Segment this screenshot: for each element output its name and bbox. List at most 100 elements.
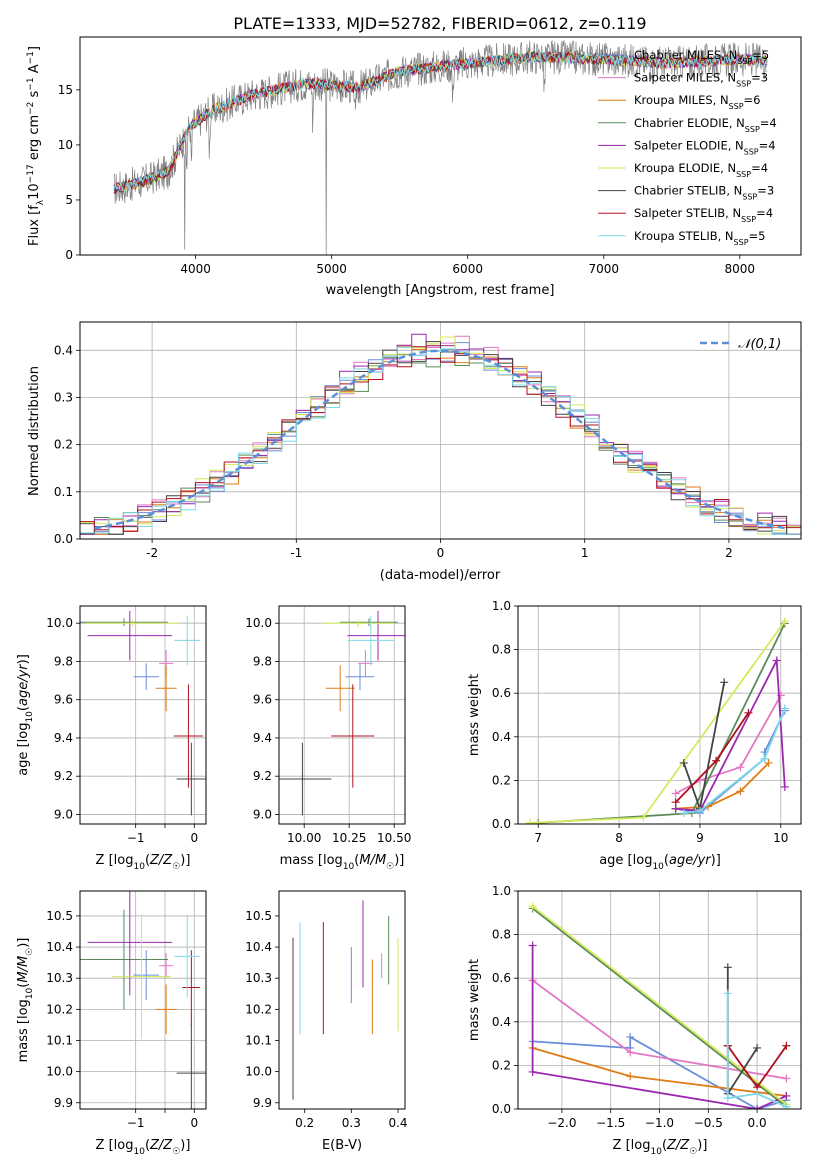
spectrum-ytick-label: 15: [58, 83, 73, 97]
weight-marker: [626, 1033, 635, 1042]
weight-marker: [772, 656, 781, 665]
mass-vs-z-ylabel: mass [log10(M/M☉)]: [16, 938, 35, 1063]
weight-marker: [639, 813, 648, 822]
residuals-ytick-label: 0.3: [54, 390, 73, 404]
weight-marker: [760, 754, 769, 763]
weight-marker: [720, 678, 729, 687]
weight-marker: [753, 1089, 762, 1098]
mass_vs_Z-ytick-label: 10.2: [46, 1002, 73, 1016]
mass_vs_Z-ytick-label: 10.1: [46, 1033, 73, 1047]
age_vs_mass-xtick-label: 10.25: [332, 831, 366, 845]
age-vs-mass-plot-body: 10.00 10.25 10.50 9.0 9.2 9.4 9.6 9.8 10.0: [245, 606, 411, 845]
age_vs_mass-ytick-label: 10.0: [245, 616, 272, 630]
spectrum-xtick-label: 4000: [180, 262, 211, 276]
weight-marker: [736, 787, 745, 796]
weight_vs_Z-xtick-label: −1.0: [645, 1116, 674, 1130]
mass-vs-z-panel: −1 0 9.9 10.0 10.1 10.2 10.3 10.4 10.5 Z [log10(…: [16, 890, 207, 1157]
weight-series-line: [675, 657, 786, 812]
weight_vs_age-ytick-label: 0.0: [492, 817, 511, 831]
residuals-ytick-label: 0.0: [54, 532, 73, 546]
spectrum-xtick-label: 8000: [725, 262, 756, 276]
mass_vs_ebv-marks: [292, 900, 399, 1100]
normal-distribution-curve: [94, 349, 787, 530]
weight-vs-z-panel: −2.0 −1.5 −1.0 −0.5 0.0 0.0 0.2 0.4 0.6 0.8 1.0 Z …: [467, 884, 802, 1157]
weight_vs_Z-ytick-label: 0.0: [492, 1102, 511, 1116]
weight-marker: [753, 1043, 762, 1052]
weight_vs_Z-xtick-label: −2.0: [547, 1116, 576, 1130]
mass_vs_Z-marks: [80, 891, 206, 1109]
weight-vs-z-ylabel: mass weight: [467, 959, 482, 1041]
weight_vs_Z-marks: [528, 902, 791, 1109]
spectrum-panel: 4000 5000 6000 7000 8000 0 5 10 15 wavelength [A…: [26, 36, 802, 298]
weight-series-line: [726, 993, 787, 1108]
weight-marker: [782, 1074, 791, 1083]
mass_vs_ebv-xtick-label: 0.4: [388, 1116, 407, 1130]
residuals-ytick-label: 0.4: [54, 343, 73, 357]
age_vs_mass-ytick-label: 9.2: [253, 769, 272, 783]
weight_vs_age-xtick-label: 10: [773, 831, 788, 845]
weight-marker: [528, 902, 537, 911]
mass_vs_ebv-ytick-label: 10.3: [245, 971, 272, 985]
figure-title: PLATE=1333, MJD=52782, FIBERID=0612, z=0…: [233, 14, 646, 33]
weight-marker: [723, 989, 732, 998]
weight_vs_age-ytick-label: 0.6: [492, 686, 511, 700]
weight-vs-z-xlabel: Z [log10(Z/Z☉)]: [613, 1138, 708, 1157]
residuals-xtick-label: 2: [725, 546, 733, 560]
model-spectrum-line: [113, 50, 768, 192]
weight_vs_Z-ytick-label: 0.8: [492, 928, 511, 942]
mass_vs_ebv-ytick-label: 10.5: [245, 909, 272, 923]
spectrum-plot-body: 4000 5000 6000 7000 8000 0 5 10 15: [58, 39, 768, 276]
model-spectrum-line: [113, 50, 768, 192]
mass-vs-z-frame: [79, 890, 207, 1110]
age_vs_Z-marks: [80, 610, 206, 816]
age_vs_Z-ytick-label: 10.0: [46, 616, 73, 630]
mass_vs_Z-ytick-label: 10.4: [46, 940, 73, 954]
mass_vs_Z-ytick-label: 10.5: [46, 909, 73, 923]
spectrum-ytick-label: 5: [65, 193, 73, 207]
age-vs-z-frame: [79, 605, 207, 825]
weight-series-line: [531, 945, 787, 1109]
mass_vs_ebv-xtick-label: 0.3: [342, 1116, 361, 1130]
age-vs-mass-xlabel: mass [log10(M/M☉)]: [280, 853, 405, 872]
weight-vs-age-ylabel: mass weight: [467, 674, 482, 756]
spectrum-frame: [79, 36, 802, 256]
spectrum-xlabel: wavelength [Angstrom, rest frame]: [326, 283, 555, 298]
model-spectrum-line: [113, 51, 768, 194]
spectrum-xtick-label: 5000: [316, 262, 347, 276]
mass-vs-ebv-xlabel: E(B-V): [322, 1138, 362, 1153]
mass-vs-ebv-panel: 0.2 0.3 0.4 9.9 10.0 10.1 10.2 10.3 10.4 10.5 E(B…: [245, 890, 408, 1153]
residuals-ytick-label: 0.1: [54, 485, 73, 499]
spectrum-ytick-label: 10: [58, 138, 73, 152]
weight_vs_age-ytick-label: 0.8: [492, 643, 511, 657]
residuals-frame: [79, 321, 802, 540]
weight_vs_Z-xtick-label: −0.5: [694, 1116, 723, 1130]
weight-series-line: [683, 708, 786, 814]
residuals-marks: [80, 333, 801, 535]
age_vs_Z-ytick-label: 9.4: [54, 731, 73, 745]
mass_vs_Z-xtick-label: 0: [190, 1116, 198, 1130]
weight-marker: [528, 1067, 537, 1076]
mass-vs-ebv-frame: [278, 890, 406, 1110]
weight-vs-z-frame: [517, 890, 802, 1110]
residuals-plot-body: -2 -1 0 1 2 0.0 0.1 0.2 0.3 0.4: [54, 322, 801, 560]
age_vs_mass-marks: [279, 610, 405, 816]
age-vs-z-plot-body: −1 0 9.0 9.2 9.4 9.6 9.8 10.0: [46, 606, 206, 845]
weight-marker: [679, 758, 688, 767]
legend-entry: Salpeter ELODIE, NSSP=4: [634, 138, 776, 156]
age-vs-z-panel: −1 0 9.0 9.2 9.4 9.6 9.8 10.0 Z [log10(Z/Z☉)] a…: [16, 605, 207, 872]
weight_vs_age-ytick-label: 0.4: [492, 730, 511, 744]
mass_vs_ebv-ytick-label: 10.4: [245, 940, 272, 954]
spectrum-legend: Chabrier MILES, NSSP=5 Salpeter MILES, NS…: [598, 48, 777, 246]
weight_vs_Z-ytick-label: 0.2: [492, 1058, 511, 1072]
weight_vs_age-xtick-label: 7: [534, 831, 542, 845]
weight-series-line: [675, 762, 770, 810]
weight-marker: [671, 789, 680, 798]
age_vs_Z-ytick-label: 9.8: [54, 654, 73, 668]
weight_vs_Z-ytick-label: 1.0: [492, 884, 511, 898]
weight-marker: [528, 941, 537, 950]
residual-histogram-line: [80, 346, 801, 535]
age-vs-mass-frame: [278, 605, 406, 825]
weight_vs_age-xtick-label: 8: [615, 831, 623, 845]
spectrum-xtick-label: 6000: [452, 262, 483, 276]
